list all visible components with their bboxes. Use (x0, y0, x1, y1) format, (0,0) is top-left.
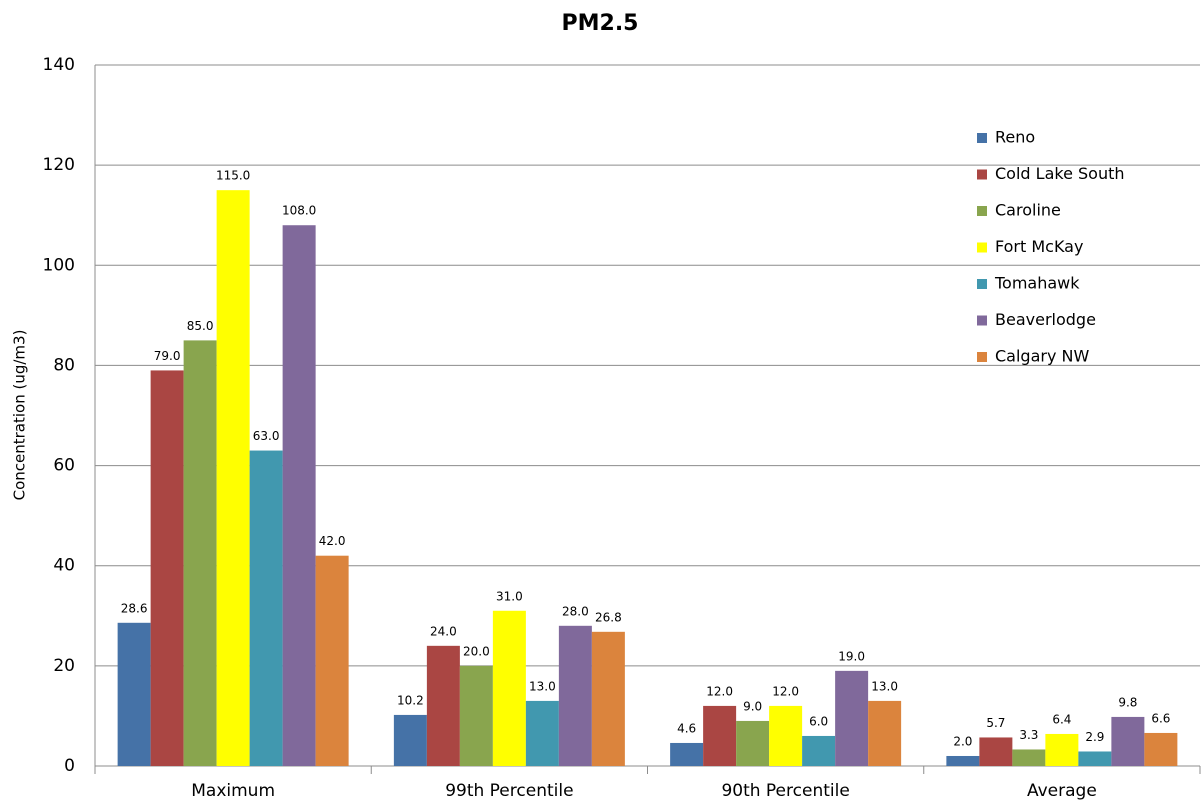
x-tick-label: Average (1027, 781, 1097, 801)
y-tick-label: 80 (53, 355, 75, 375)
bar (150, 370, 184, 766)
y-tick-label: 140 (43, 55, 75, 75)
legend-swatch (977, 242, 987, 253)
legend-swatch (977, 133, 987, 143)
x-tick-label: 90th Percentile (721, 781, 849, 801)
bar (117, 622, 151, 766)
bar (769, 705, 803, 766)
bar (946, 755, 980, 766)
y-tick-label: 120 (43, 155, 75, 175)
bar (282, 225, 316, 766)
bar (393, 714, 427, 766)
value-label: 3.3 (1019, 728, 1038, 742)
bar (525, 700, 559, 766)
value-label: 28.0 (562, 604, 589, 618)
bar (492, 610, 526, 766)
value-label: 108.0 (282, 204, 316, 218)
y-tick-label: 20 (53, 656, 75, 676)
bar (183, 340, 217, 766)
value-label: 42.0 (319, 534, 346, 548)
value-label: 115.0 (216, 169, 250, 183)
bar (558, 625, 592, 766)
value-label: 9.0 (743, 699, 762, 713)
bar (1144, 732, 1178, 766)
chart-title: PM2.5 (562, 11, 639, 36)
value-label: 12.0 (772, 684, 799, 698)
value-label: 85.0 (187, 319, 214, 333)
y-tick-label: 0 (64, 756, 75, 776)
legend-label: Calgary NW (995, 347, 1089, 366)
value-label: 6.4 (1052, 712, 1071, 726)
legend-swatch (977, 206, 987, 216)
value-label: 5.7 (986, 716, 1005, 730)
bar (802, 735, 836, 766)
bar (736, 720, 770, 766)
y-tick-label: 60 (53, 456, 75, 476)
x-tick-label: Maximum (191, 781, 275, 801)
bar (591, 631, 625, 766)
value-label: 9.8 (1118, 695, 1137, 709)
value-label: 24.0 (430, 624, 457, 638)
value-label: 13.0 (871, 679, 898, 693)
value-label: 13.0 (529, 679, 556, 693)
value-label: 79.0 (154, 349, 181, 363)
value-label: 2.0 (953, 734, 972, 748)
bar (835, 670, 869, 766)
bar (670, 742, 704, 766)
bar (459, 665, 493, 766)
bar (426, 645, 460, 766)
legend-swatch (977, 315, 987, 326)
y-tick-label: 100 (43, 255, 75, 275)
legend-label: Beaverlodge (995, 310, 1096, 329)
bar (216, 190, 250, 766)
y-axis-label: Concentration (ug/m3) (11, 330, 29, 501)
bar (703, 705, 737, 766)
y-tick-label: 40 (53, 556, 75, 576)
x-tick-label: 99th Percentile (445, 781, 573, 801)
bar (315, 555, 349, 766)
value-label: 26.8 (595, 610, 622, 624)
legend-label: Fort McKay (995, 237, 1083, 256)
value-label: 31.0 (496, 589, 523, 603)
bar (1111, 716, 1145, 766)
value-label: 2.9 (1085, 730, 1104, 744)
legend-label: Caroline (995, 201, 1061, 220)
value-label: 19.0 (838, 649, 865, 663)
value-label: 6.6 (1151, 711, 1170, 725)
value-label: 12.0 (706, 684, 733, 698)
legend-label: Reno (995, 128, 1035, 147)
bar (1012, 749, 1046, 766)
bar (1078, 751, 1112, 766)
bar (868, 700, 902, 766)
bar (249, 450, 283, 766)
value-label: 20.0 (463, 644, 490, 658)
bar (1045, 733, 1079, 766)
legend-label: Cold Lake South (995, 164, 1125, 183)
value-label: 4.6 (677, 721, 696, 735)
legend-swatch (977, 352, 987, 362)
legend-swatch (977, 169, 987, 180)
bar (979, 737, 1013, 766)
legend-swatch (977, 279, 987, 289)
value-label: 63.0 (253, 429, 280, 443)
value-label: 10.2 (397, 693, 424, 707)
value-label: 28.6 (121, 601, 148, 615)
value-label: 6.0 (809, 714, 828, 728)
legend-label: Tomahawk (994, 274, 1080, 293)
